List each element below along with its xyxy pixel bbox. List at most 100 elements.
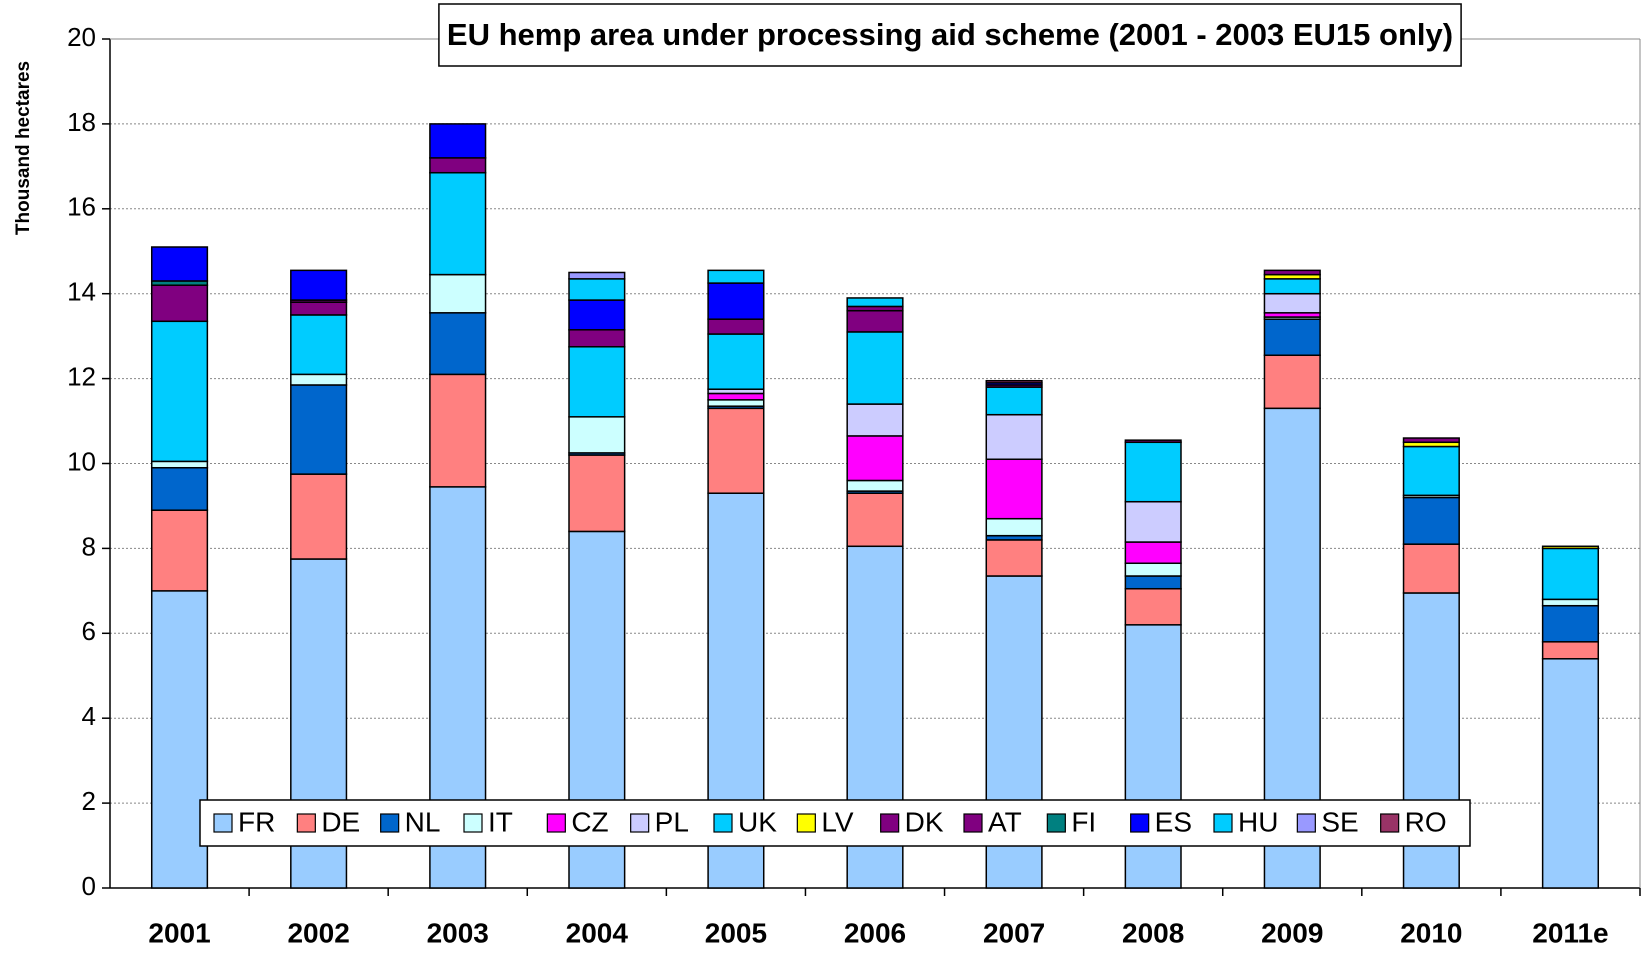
x-tick-label: 2011e [1532,917,1608,948]
bar-segment [846,331,904,405]
y-tick-label: 8 [82,531,96,561]
legend-label: FI [1071,806,1096,837]
legend-label: CZ [571,806,608,837]
bar-segment [1124,624,1182,889]
legend-swatch [1380,813,1400,833]
y-tick-label: 12 [67,361,96,391]
legend-swatch [1296,813,1316,833]
legend-label: PL [655,806,689,837]
legend-label: DE [321,806,360,837]
bar-segment [846,309,904,333]
x-tick-label: 2009 [1261,917,1323,948]
legend-swatch [630,813,650,833]
bar-segment [1263,278,1321,295]
bar-segment [429,157,487,174]
legend-label: ES [1155,806,1192,837]
bar-segment [707,282,765,320]
y-tick-label: 0 [82,871,96,901]
bar-segment [846,479,904,492]
bar-segment [429,312,487,376]
bar-segment [568,271,626,280]
bar-segment [1541,658,1600,889]
chart-title: EU hemp area under processing aid scheme… [447,17,1453,52]
bar-segment [707,333,765,390]
y-tick-label: 10 [67,446,96,476]
bar-segment [429,273,487,314]
bar-segment [1541,641,1600,660]
legend-swatch [1130,813,1150,833]
x-tick-label: 2001 [148,917,210,948]
y-tick-label: 2 [82,786,96,816]
bar-segment [290,473,348,560]
bar-segment [985,517,1043,537]
bar-segment [1263,292,1321,314]
bar-segment [985,539,1043,577]
bar-segment [429,373,487,488]
bar-segment [290,384,348,475]
legend-swatch [213,813,233,833]
bar-segment [1124,575,1182,590]
y-tick-label: 16 [67,192,96,222]
legend-label: AT [988,806,1022,837]
legend-swatch [380,813,400,833]
legend-label: DK [905,806,944,837]
y-tick-label: 18 [67,107,96,137]
x-tick-label: 2005 [705,917,767,948]
bar-segment [985,413,1043,461]
x-tick-label: 2003 [427,917,489,948]
legend-swatch [463,813,483,833]
x-tick-label: 2008 [1122,917,1184,948]
bar-segment [846,403,904,437]
bar-segment [150,460,209,469]
title-box [438,3,1462,67]
bar-segment [1541,598,1600,607]
legend-swatch [796,813,816,833]
x-tick-label: 2007 [983,917,1045,948]
bar-segment [1541,547,1600,601]
bar-segment [1263,318,1321,357]
bar-segment [846,492,904,548]
bar-segment [568,454,626,533]
bar-segment [290,373,348,386]
bar-segment [1124,562,1182,577]
legend-label: LV [821,806,853,837]
bar-segment [1124,439,1182,444]
bar-segment [150,284,209,323]
bar-segment [846,435,904,482]
bar-segment [1402,496,1460,545]
bar-segment [707,399,765,407]
bar-segment [150,320,209,463]
bar-segment [568,416,626,454]
legend-label: UK [738,806,777,837]
bar-segment [290,301,348,316]
bar-segment [1402,437,1460,444]
legend-swatch [296,813,316,833]
legend-swatch [546,813,566,833]
bar-segment [707,407,765,494]
legend-label: SE [1321,806,1358,837]
legend-label: FR [238,806,275,837]
bar-segment [568,329,626,348]
bar-segment [150,466,209,511]
bar-segment [707,392,765,401]
bar-segment [429,123,487,159]
legend-swatch [1213,813,1233,833]
bar-segment [985,458,1043,520]
legend-label: RO [1405,806,1447,837]
bar-segment [290,269,348,301]
x-tick-label: 2002 [287,917,349,948]
bar-segment [150,590,209,889]
legend-label: HU [1238,806,1278,837]
bar-segment [568,346,626,418]
bar-segment [707,269,765,284]
y-tick-label: 4 [82,701,96,731]
y-tick-label: 6 [82,616,96,646]
bar-segment [1402,445,1460,497]
bar-segment [429,171,487,276]
bar-segment [568,278,626,301]
x-tick-label: 2006 [844,917,906,948]
bar-segment [1124,587,1182,626]
legend-label: IT [488,806,513,837]
y-tick-label: 14 [67,277,96,307]
